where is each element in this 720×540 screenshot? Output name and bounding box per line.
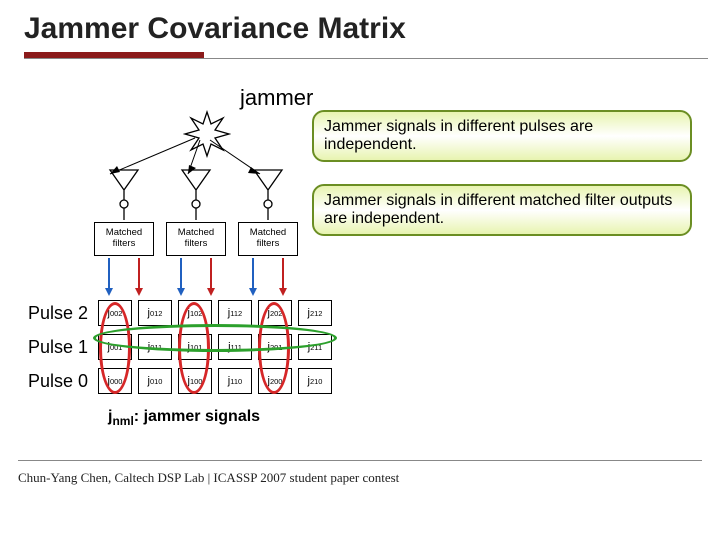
cell-210: j210: [298, 368, 332, 394]
title-thin-line: [24, 58, 708, 59]
footer-divider: [18, 460, 702, 461]
legend-text: jnml: jammer signals: [108, 408, 260, 428]
cell-112: j112: [218, 300, 252, 326]
cell-212: j212: [298, 300, 332, 326]
highlight-circle-3: [93, 324, 337, 352]
pulse-label-1: Pulse 1: [16, 337, 88, 358]
pulse-label-0: Pulse 0: [16, 371, 88, 392]
callout-filters: Jammer signals in different matched filt…: [312, 184, 692, 236]
slide-root: Jammer Covariance Matrix jammer Jammer s…: [0, 0, 720, 540]
cell-010: j010: [138, 368, 172, 394]
footer-text: Chun-Yang Chen, Caltech DSP Lab | ICASSP…: [18, 470, 399, 486]
antenna-icons: [100, 160, 320, 220]
slide-title: Jammer Covariance Matrix: [0, 12, 720, 46]
pulse-label-2: Pulse 2: [16, 303, 88, 324]
cell-012: j012: [138, 300, 172, 326]
matched-filter-2: Matchedfilters: [238, 222, 298, 256]
matched-filter-1: Matchedfilters: [166, 222, 226, 256]
jammer-label: jammer: [240, 85, 313, 111]
matched-filter-0: Matchedfilters: [94, 222, 154, 256]
highlight-circle-0: [99, 302, 131, 394]
matched-filters-row: Matchedfilters Matchedfilters Matchedfil…: [94, 222, 298, 256]
filter-output-arrows: [94, 258, 298, 296]
callout-pulses: Jammer signals in different pulses are i…: [312, 110, 692, 162]
cell-110: j110: [218, 368, 252, 394]
